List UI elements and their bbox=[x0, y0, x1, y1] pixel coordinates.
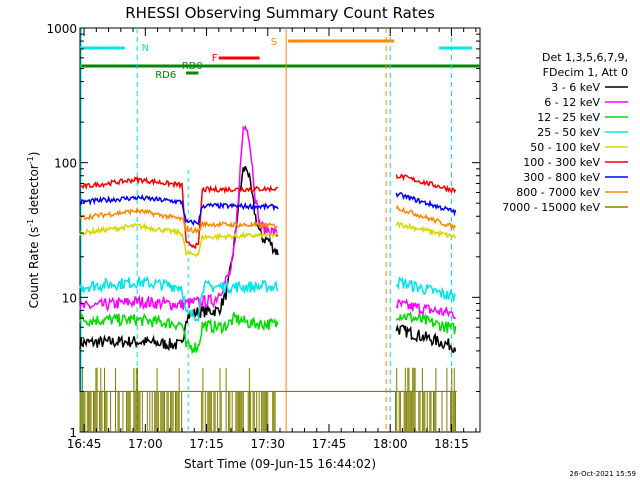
legend-entry-label: 50 - 100 keV bbox=[530, 141, 600, 154]
y-tick-label: 1000 bbox=[46, 22, 77, 36]
plot-frame bbox=[79, 27, 481, 433]
y-label-sup1: -1 bbox=[26, 219, 35, 227]
flag-label: RD0 bbox=[182, 61, 203, 72]
x-tick-label: 17:30 bbox=[250, 437, 285, 451]
y-label-mid: detector bbox=[27, 164, 41, 219]
legend-entry-label: 100 - 300 keV bbox=[523, 156, 600, 169]
flag-label: S bbox=[271, 37, 277, 48]
y-tick-label: 100 bbox=[54, 157, 77, 171]
y-tick-label: 10 bbox=[62, 291, 77, 305]
legend-entry-label: 12 - 25 keV bbox=[537, 111, 600, 124]
x-tick-label: 17:00 bbox=[128, 437, 163, 451]
x-tick-label: 17:45 bbox=[312, 437, 347, 451]
series-line bbox=[79, 275, 457, 322]
y-tick-label: 1 bbox=[69, 426, 77, 440]
series-line bbox=[79, 204, 457, 235]
legend-header-line: FDecim 1, Att 0 bbox=[543, 66, 628, 79]
legend-header-line: Det 1,3,5,6,7,9, bbox=[542, 51, 628, 64]
series-line bbox=[79, 124, 457, 320]
y-label-sup2: -1 bbox=[26, 156, 35, 164]
flag-layer: N RD6 RD0 F S bbox=[80, 28, 480, 432]
legend-entry-label: 300 - 800 keV bbox=[523, 171, 600, 184]
x-axis-label: Start Time (09-Jun-15 16:44:02) bbox=[184, 457, 376, 471]
y-axis-label-group: Count Rate (s-1 detector-1) bbox=[26, 152, 41, 309]
x-tick-label: 18:15 bbox=[434, 437, 469, 451]
series-line bbox=[79, 221, 457, 258]
chart-title: RHESSI Observing Summary Count Rates bbox=[125, 4, 435, 22]
flag-label: RD6 bbox=[155, 70, 176, 81]
legend-entry-label: 800 - 7000 keV bbox=[516, 186, 600, 199]
series-bars-7000-15000 bbox=[79, 367, 456, 432]
legend-entry-label: 7000 - 15000 keV bbox=[502, 201, 600, 214]
y-axis-label: Count Rate (s-1 detector-1) bbox=[26, 152, 41, 309]
x-tick-label: 18:00 bbox=[373, 437, 408, 451]
legend-entry-label: 3 - 6 keV bbox=[551, 81, 600, 94]
y-label-end: ) bbox=[27, 152, 41, 157]
series-line bbox=[79, 310, 457, 356]
x-tick-label: 16:45 bbox=[67, 437, 102, 451]
y-label-main: Count Rate (s bbox=[27, 227, 41, 309]
series-layer bbox=[79, 124, 457, 432]
legend-entry-label: 6 - 12 keV bbox=[544, 96, 600, 109]
series-line bbox=[80, 173, 457, 250]
legend-entry-label: 25 - 50 keV bbox=[537, 126, 600, 139]
legend-layer: Det 1,3,5,6,7,9, FDecim 1, Att 0 3 - 6 keV… bbox=[502, 51, 628, 214]
timestamp-stamp: 26-Oct-2021 15:59 bbox=[570, 470, 636, 478]
flag-label: F bbox=[212, 53, 218, 64]
series-line bbox=[79, 165, 457, 354]
x-tick-label: 17:15 bbox=[189, 437, 224, 451]
axis-layer: 16:45 17:00 17:15 17:30 17:45 18:00 18:15 1 10 10… bbox=[46, 22, 480, 451]
series-line bbox=[79, 191, 457, 226]
flag-label: N bbox=[142, 43, 149, 54]
